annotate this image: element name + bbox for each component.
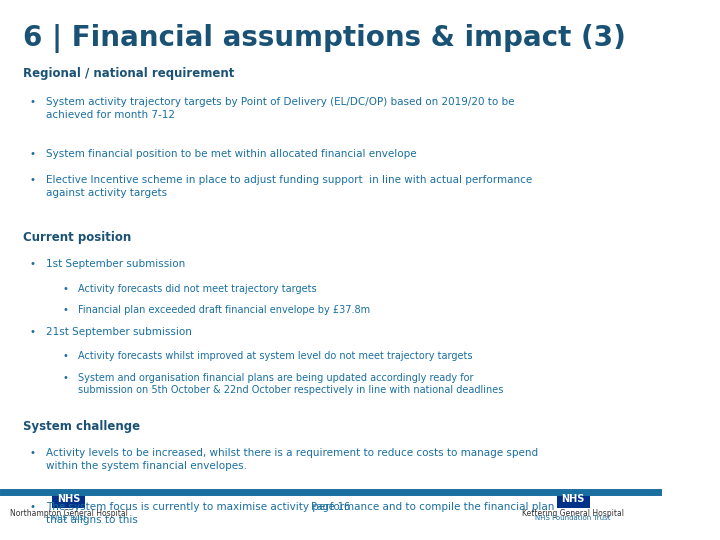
Text: Page 16: Page 16 bbox=[311, 502, 351, 512]
FancyBboxPatch shape bbox=[53, 491, 85, 508]
Text: •: • bbox=[30, 259, 35, 269]
Text: Financial plan exceeded draft financial envelope by £37.8m: Financial plan exceeded draft financial … bbox=[78, 305, 371, 315]
Text: •: • bbox=[30, 327, 35, 337]
Text: Activity forecasts whilst improved at system level do not meet trajectory target: Activity forecasts whilst improved at sy… bbox=[78, 351, 473, 361]
Text: •: • bbox=[30, 175, 35, 185]
Text: NHS: NHS bbox=[562, 494, 585, 504]
Text: •: • bbox=[30, 149, 35, 159]
Text: •: • bbox=[30, 97, 35, 107]
Text: 21st September submission: 21st September submission bbox=[46, 327, 192, 337]
Text: Elective Incentive scheme in place to adjust funding support  in line with actua: Elective Incentive scheme in place to ad… bbox=[46, 175, 532, 198]
Text: Activity levels to be increased, whilst there is a requirement to reduce costs t: Activity levels to be increased, whilst … bbox=[46, 448, 538, 471]
Text: NHS Trust: NHS Trust bbox=[52, 515, 86, 521]
Text: NHS Foundation Trust: NHS Foundation Trust bbox=[536, 515, 611, 521]
Text: Regional / national requirement: Regional / national requirement bbox=[23, 68, 234, 80]
FancyBboxPatch shape bbox=[557, 491, 590, 508]
Text: Activity forecasts did not meet trajectory targets: Activity forecasts did not meet trajecto… bbox=[78, 284, 317, 294]
Text: •: • bbox=[62, 284, 68, 294]
Text: •: • bbox=[30, 502, 35, 512]
Text: NHS: NHS bbox=[57, 494, 81, 504]
Text: •: • bbox=[62, 305, 68, 315]
Text: 6 | Financial assumptions & impact (3): 6 | Financial assumptions & impact (3) bbox=[23, 24, 626, 53]
Text: System activity trajectory targets by Point of Delivery (EL/DC/OP) based on 2019: System activity trajectory targets by Po… bbox=[46, 97, 514, 120]
Text: •: • bbox=[62, 373, 68, 383]
Text: System and organisation financial plans are being updated accordingly ready for
: System and organisation financial plans … bbox=[78, 373, 504, 395]
Text: •: • bbox=[62, 351, 68, 361]
Text: Northampton General Hospital: Northampton General Hospital bbox=[10, 509, 127, 518]
Text: System financial position to be met within allocated financial envelope: System financial position to be met with… bbox=[46, 149, 416, 159]
Text: System challenge: System challenge bbox=[23, 420, 140, 433]
Text: The system focus is currently to maximise activity performance and to compile th: The system focus is currently to maximis… bbox=[46, 502, 554, 525]
Text: •: • bbox=[30, 448, 35, 458]
Text: 1st September submission: 1st September submission bbox=[46, 259, 185, 269]
Text: Current position: Current position bbox=[23, 231, 131, 244]
Text: Kettering General Hospital: Kettering General Hospital bbox=[522, 509, 624, 518]
